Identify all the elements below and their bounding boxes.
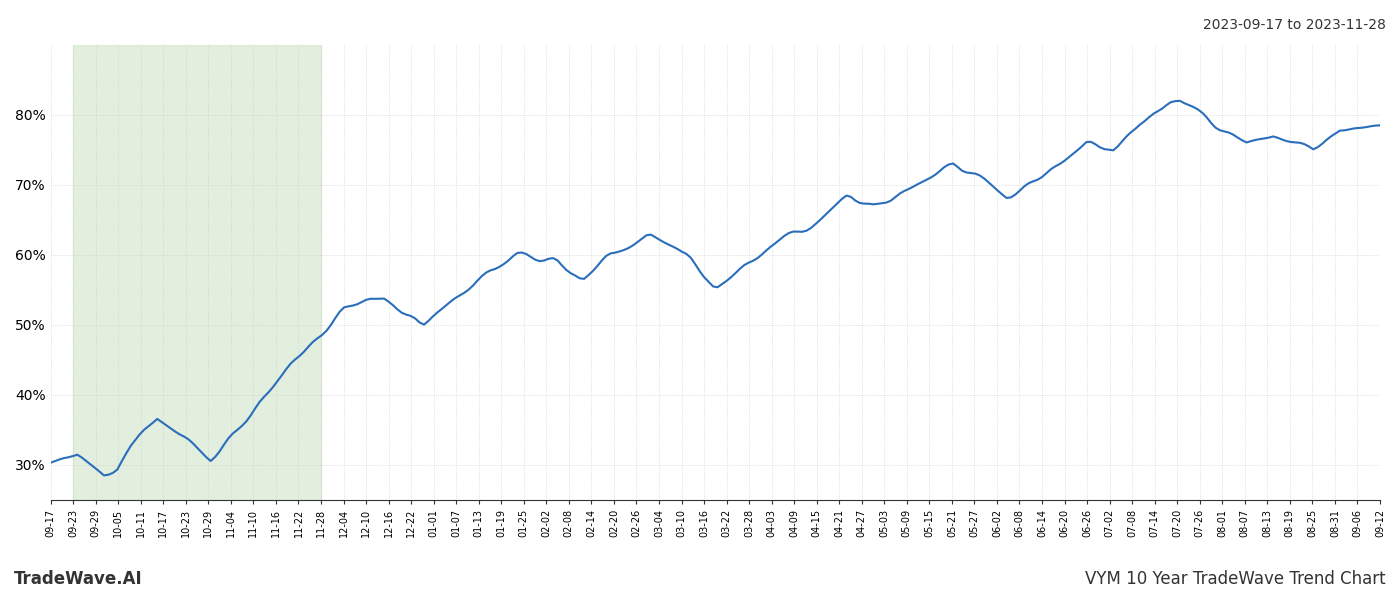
Text: TradeWave.AI: TradeWave.AI — [14, 570, 143, 588]
Bar — [73, 45, 321, 500]
Text: 2023-09-17 to 2023-11-28: 2023-09-17 to 2023-11-28 — [1203, 18, 1386, 32]
Text: VYM 10 Year TradeWave Trend Chart: VYM 10 Year TradeWave Trend Chart — [1085, 570, 1386, 588]
